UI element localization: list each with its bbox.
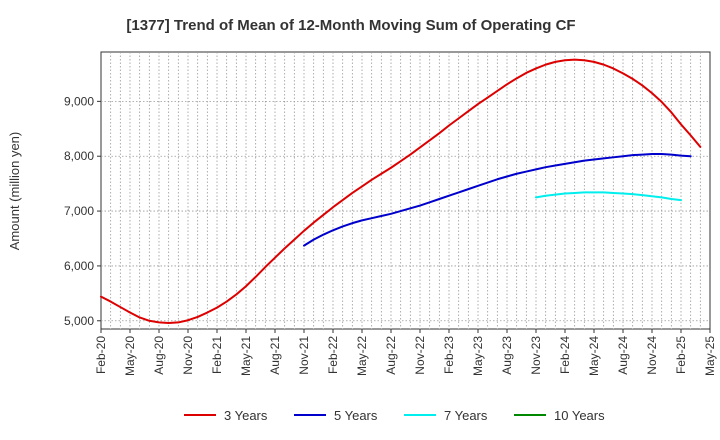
plot-frame [100, 51, 711, 330]
x-tick-label: Nov-24 [645, 336, 659, 375]
y-tick-label: 7,000 [64, 204, 94, 218]
x-tick-label: Feb-24 [558, 336, 572, 374]
legend-label-10-years: 10 Years [554, 408, 605, 423]
y-axis-label: Amount (million yen) [7, 132, 22, 251]
x-tick-label: Nov-20 [181, 336, 195, 375]
x-tick-label: Feb-20 [94, 336, 108, 374]
legend: 3 Years 5 Years 7 Years 10 Years [184, 408, 605, 423]
legend-label-5-years: 5 Years [334, 408, 378, 423]
series-line-5-years [303, 153, 692, 247]
grid [101, 52, 710, 329]
x-tick-label: Aug-23 [500, 336, 514, 375]
x-tick-label: Feb-21 [210, 336, 224, 374]
x-tick-label: May-22 [355, 336, 369, 376]
y-axis-ticks: 5,000 6,000 7,000 8,000 9,000 [64, 94, 101, 328]
x-tick-label: Feb-25 [674, 336, 688, 374]
x-tick-label: Feb-23 [442, 336, 456, 374]
series-line-7-years [535, 191, 682, 202]
x-tick-label: May-25 [703, 336, 717, 376]
y-tick-label: 9,000 [64, 94, 94, 108]
x-tick-label: Feb-22 [326, 336, 340, 374]
y-tick-label: 5,000 [64, 314, 94, 328]
x-tick-label: May-23 [471, 336, 485, 376]
x-tick-label: Nov-21 [297, 336, 311, 375]
plot-area [100, 51, 711, 330]
x-tick-label: Aug-22 [384, 336, 398, 375]
x-tick-label: Nov-23 [529, 336, 543, 375]
x-tick-label: Aug-21 [268, 336, 282, 375]
x-tick-label: Aug-24 [616, 336, 630, 375]
chart-title: [1377] Trend of Mean of 12-Month Moving … [126, 17, 575, 34]
y-tick-label: 6,000 [64, 259, 94, 273]
legend-label-3-years: 3 Years [224, 408, 268, 423]
y-tick-label: 8,000 [64, 149, 94, 163]
x-tick-label: May-21 [239, 336, 253, 376]
x-tick-label: Nov-22 [413, 336, 427, 375]
x-tick-label: Aug-20 [152, 336, 166, 375]
x-tick-label: May-24 [587, 336, 601, 376]
x-axis-ticks: Feb-20 May-20 Aug-20 Nov-20 Feb-21 May-21 Aug-… [94, 329, 717, 376]
series-lines [100, 58, 702, 324]
x-tick-label: May-20 [123, 336, 137, 376]
series-line-3-years [100, 58, 702, 324]
legend-label-7-years: 7 Years [444, 408, 488, 423]
